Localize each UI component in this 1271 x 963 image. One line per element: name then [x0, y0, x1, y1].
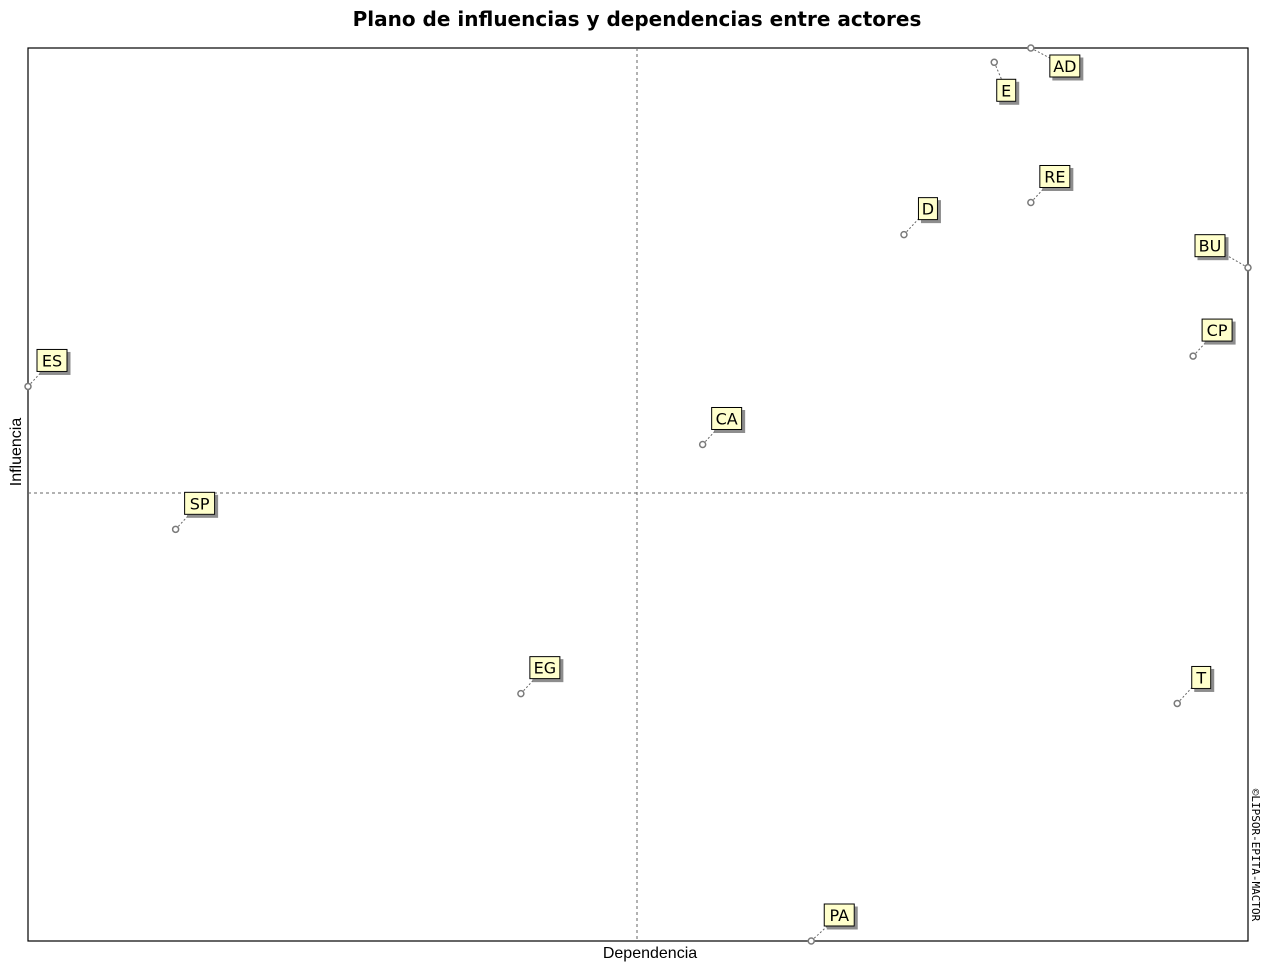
point-marker — [1027, 44, 1035, 52]
point-sp: SP — [171, 491, 216, 534]
point-label-box — [1194, 234, 1226, 258]
point-marker — [698, 440, 707, 449]
point-label: D — [922, 200, 934, 219]
point-label: PA — [829, 906, 849, 925]
point-es: ES — [24, 348, 68, 391]
point-label: AD — [1053, 57, 1076, 76]
point-label-box — [711, 406, 743, 430]
point-marker — [24, 382, 32, 391]
point-e: E — [990, 58, 1017, 102]
point-label: SP — [190, 494, 210, 513]
point-cp: CP — [1189, 318, 1233, 360]
point-marker — [1027, 198, 1035, 207]
point-marker — [1244, 263, 1252, 272]
point-label-box — [1201, 318, 1233, 342]
point-label-box — [917, 197, 938, 221]
plot-frame — [27, 47, 1249, 942]
point-label: EG — [534, 659, 557, 678]
point-label: ES — [42, 351, 62, 370]
point-marker — [1173, 699, 1181, 708]
point-marker — [990, 58, 998, 67]
point-d: D — [900, 197, 938, 239]
point-ad: AD — [1027, 44, 1081, 78]
point-bu: BU — [1194, 234, 1252, 272]
point-marker — [807, 937, 815, 945]
point-re: RE — [1027, 164, 1071, 207]
copyright-text: ©LIPSOR-EPITA-MACTOR — [1249, 789, 1262, 922]
point-marker — [517, 689, 525, 698]
point-marker — [900, 230, 908, 239]
point-label-box — [529, 656, 561, 680]
point-label: T — [1195, 668, 1206, 687]
point-label-box — [996, 78, 1017, 102]
point-marker — [1189, 352, 1197, 360]
point-label-box — [1049, 54, 1081, 78]
point-pa: PA — [807, 903, 855, 945]
point-label-box — [184, 491, 216, 515]
point-label: E — [1001, 81, 1011, 100]
point-label-box — [36, 348, 68, 372]
point-t: T — [1173, 665, 1212, 708]
point-label: BU — [1199, 237, 1222, 256]
point-eg: EG — [517, 656, 561, 698]
y-axis-label: Influencia — [8, 418, 25, 487]
point-label: RE — [1044, 167, 1065, 186]
point-label-box — [1191, 665, 1212, 689]
chart-title: Plano de influencias y dependencias entr… — [353, 7, 922, 31]
x-axis-label: Dependencia — [603, 945, 697, 962]
points-layer: AD E RE D BU CP ES CA SP EG T PA — [24, 44, 1252, 945]
point-label-box — [823, 903, 855, 927]
point-label-box — [1039, 164, 1071, 188]
point-label: CA — [716, 409, 738, 428]
point-ca: CA — [698, 406, 743, 449]
point-marker — [171, 525, 180, 534]
point-label: CP — [1207, 321, 1228, 340]
